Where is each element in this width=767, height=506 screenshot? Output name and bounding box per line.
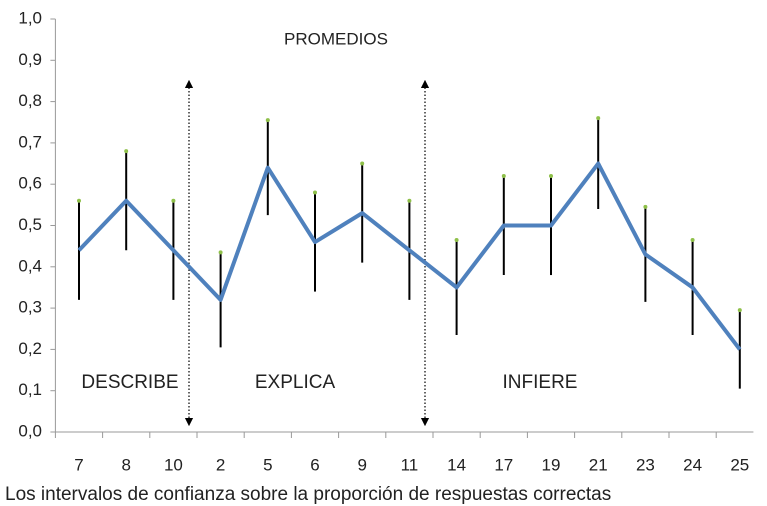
x-tick-label: 14 (447, 455, 466, 474)
group-label: INFIERE (503, 372, 578, 393)
error-cap (549, 173, 553, 178)
y-tick-label: 0,6 (18, 174, 42, 193)
error-cap (643, 204, 648, 209)
y-tick-label: 0,5 (18, 215, 42, 234)
chart-title: PROMEDIOS (284, 29, 388, 48)
error-cap (596, 116, 601, 121)
error-cap (265, 118, 270, 123)
y-tick-label: 0,1 (18, 380, 42, 399)
y-tick-label: 0,9 (18, 50, 42, 69)
x-tick-label: 25 (730, 455, 749, 474)
group-label: EXPLICA (255, 372, 336, 393)
y-tick-label: 0,8 (18, 91, 42, 110)
y-tick-label: 0,4 (18, 256, 42, 275)
error-cap (690, 237, 695, 242)
error-cap (77, 198, 81, 203)
x-tick-label: 5 (263, 455, 272, 474)
error-cap (124, 149, 129, 154)
x-tick-label: 11 (401, 455, 419, 474)
group-label: DESCRIBE (81, 372, 178, 393)
y-tick-label: 0,7 (18, 132, 42, 151)
x-tick-label: 6 (310, 455, 319, 474)
x-tick-label: 24 (683, 455, 702, 474)
caption: Los intervalos de confianza sobre la pro… (5, 484, 611, 505)
error-cap (501, 173, 506, 178)
y-tick-label: 1,0 (18, 8, 42, 27)
error-cap (360, 161, 365, 166)
y-tick-label: 0,0 (18, 421, 42, 440)
x-tick-label: 17 (494, 455, 513, 474)
error-cap (171, 198, 176, 203)
x-tick-label: 8 (121, 455, 130, 474)
y-tick-label: 0,3 (18, 298, 42, 317)
error-cap (737, 308, 742, 313)
error-cap (218, 250, 223, 255)
x-tick-label: 19 (542, 455, 561, 474)
error-cap (313, 190, 317, 195)
x-tick-label: 9 (357, 455, 366, 474)
x-tick-label: 10 (164, 455, 183, 474)
x-tick-label: 2 (216, 455, 225, 474)
error-cap (454, 237, 459, 242)
x-tick-label: 23 (636, 455, 655, 474)
x-tick-label: 21 (589, 455, 608, 474)
y-tick-label: 0,2 (18, 339, 42, 358)
x-tick-label: 7 (74, 455, 83, 474)
error-cap (407, 198, 412, 203)
data-line (77, 161, 742, 351)
